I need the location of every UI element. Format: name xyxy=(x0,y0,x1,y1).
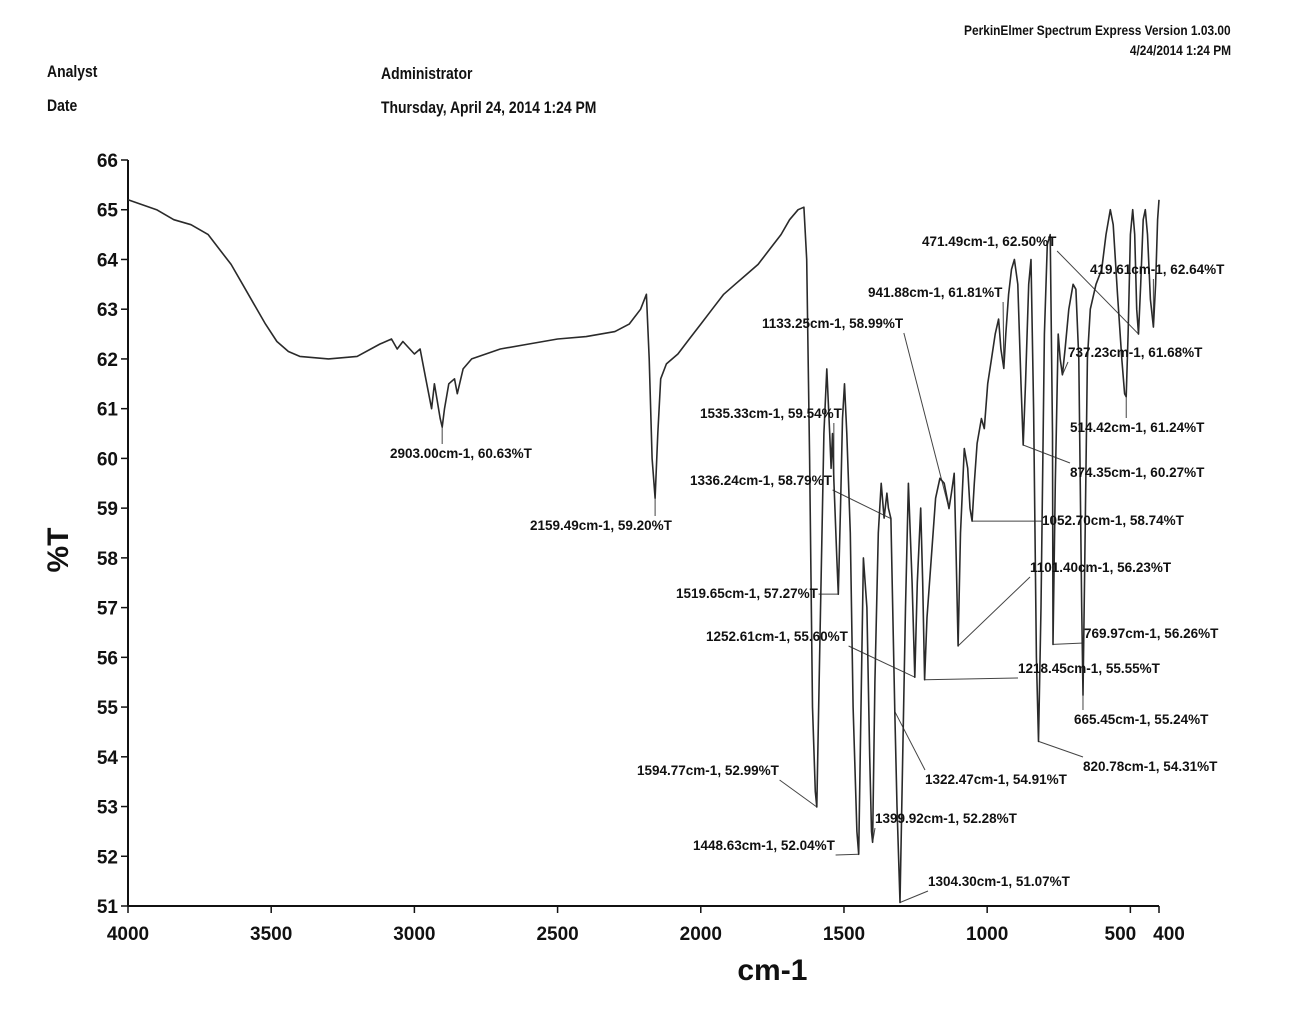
peak-annotation-label: 1535.33cm-1, 59.54%T xyxy=(700,406,843,421)
x-tick-label: 3500 xyxy=(250,924,292,945)
peak-annotation-label: 1448.63cm-1, 52.04%T xyxy=(693,838,836,853)
peak-annotation-label: 820.78cm-1, 54.31%T xyxy=(1083,759,1218,774)
peak-annotation-label: 1218.45cm-1, 55.55%T xyxy=(1018,661,1161,676)
peak-annotation-label: 769.97cm-1, 56.26%T xyxy=(1084,626,1219,641)
annotation-leaders xyxy=(441,250,1154,903)
y-tick-label: 53 xyxy=(97,798,118,819)
y-tick-label: 59 xyxy=(97,499,118,520)
peak-annotation-label: 941.88cm-1, 61.81%T xyxy=(868,285,1003,300)
annotation-leader-line xyxy=(924,677,1019,681)
peak-annotation-label: 1399.92cm-1, 52.28%T xyxy=(875,811,1018,826)
peak-annotation-label: 1252.61cm-1, 55.60%T xyxy=(706,629,849,644)
peak-annotation-label: 2903.00cm-1, 60.63%T xyxy=(390,446,533,461)
peak-annotation-label: 471.49cm-1, 62.50%T xyxy=(922,234,1057,249)
peak-annotations: 2903.00cm-1, 60.63%T 2159.49cm-1, 59.20%T… xyxy=(390,234,1225,889)
peak-annotation-label: 1594.77cm-1, 52.99%T xyxy=(637,763,780,778)
x-tick-label: 1000 xyxy=(966,924,1008,945)
peak-annotation-label: 1052.70cm-1, 58.74%T xyxy=(1042,513,1185,528)
y-tick-label: 54 xyxy=(97,748,119,769)
annotation-leader-line xyxy=(957,576,1031,647)
x-tick-label: 4000 xyxy=(107,924,149,945)
y-tick-label: 57 xyxy=(97,599,118,620)
x-axis-ticks: 4000 3500 3000 2500 2000 1500 1000 500 400 xyxy=(107,906,1185,945)
y-tick-label: 61 xyxy=(97,400,119,421)
annotation-leader-line xyxy=(903,332,950,509)
x-tick-label: 3000 xyxy=(393,924,435,945)
peak-annotation-label: 2159.49cm-1, 59.20%T xyxy=(530,518,673,533)
annotation-leader-line xyxy=(779,779,818,808)
peak-annotation-label: 419.61cm-1, 62.64%T xyxy=(1090,262,1225,277)
spectrum-trace xyxy=(127,199,1160,904)
annotation-leader-line xyxy=(832,489,892,520)
peak-annotation-label: 665.45cm-1, 55.24%T xyxy=(1074,712,1209,727)
peak-annotation-label: 1322.47cm-1, 54.91%T xyxy=(925,772,1068,787)
annotation-leader-line xyxy=(1053,642,1085,645)
y-tick-label: 62 xyxy=(97,350,118,371)
y-axis-title: %T xyxy=(42,528,75,573)
annotation-leader-line xyxy=(894,711,926,771)
peak-annotation-label: 737.23cm-1, 61.68%T xyxy=(1068,345,1203,360)
x-tick-label: 1500 xyxy=(823,924,865,945)
annotation-leader-line xyxy=(899,890,929,903)
peak-annotation-label: 1133.25cm-1, 58.99%T xyxy=(762,316,904,331)
x-tick-label: 400 xyxy=(1153,924,1185,945)
peak-annotation-label: 874.35cm-1, 60.27%T xyxy=(1070,465,1205,480)
date-label: Date xyxy=(47,96,78,115)
y-tick-label: 64 xyxy=(97,250,119,271)
y-tick-label: 51 xyxy=(97,897,119,918)
chart-axes xyxy=(127,160,1159,907)
peak-annotation-label: 1519.65cm-1, 57.27%T xyxy=(676,586,819,601)
x-tick-label: 500 xyxy=(1105,924,1137,945)
analyst-value: Administrator xyxy=(381,64,473,83)
y-tick-label: 66 xyxy=(97,151,118,172)
y-axis-ticks: 51 52 53 54 55 56 57 58 59 60 61 62 63 64 65 66 xyxy=(97,151,128,918)
x-tick-label: 2500 xyxy=(536,924,578,945)
y-tick-label: 56 xyxy=(97,648,118,669)
annotation-leader-line xyxy=(835,853,859,856)
y-tick-label: 55 xyxy=(97,698,119,719)
y-tick-label: 52 xyxy=(97,847,118,868)
print-timestamp: 4/24/2014 1:24 PM xyxy=(1129,42,1231,58)
x-axis-title: cm-1 xyxy=(737,954,807,987)
x-tick-label: 2000 xyxy=(680,924,722,945)
peak-annotation-label: 1336.24cm-1, 58.79%T xyxy=(690,473,833,488)
y-tick-label: 60 xyxy=(97,449,118,470)
annotation-leader-line xyxy=(1038,740,1084,758)
y-tick-label: 63 xyxy=(97,300,118,321)
analyst-label: Analyst xyxy=(47,62,98,81)
software-version: PerkinElmer Spectrum Express Version 1.0… xyxy=(964,22,1231,38)
peak-annotation-label: 514.42cm-1, 61.24%T xyxy=(1070,420,1205,435)
peak-annotation-label: 1101.40cm-1, 56.23%T xyxy=(1030,560,1172,575)
y-tick-label: 65 xyxy=(97,201,119,222)
y-tick-label: 58 xyxy=(97,549,118,570)
annotation-leader-line xyxy=(1022,444,1071,464)
date-value: Thursday, April 24, 2014 1:24 PM xyxy=(381,98,597,117)
annotation-leader-line xyxy=(1056,250,1139,335)
peak-annotation-label: 1304.30cm-1, 51.07%T xyxy=(928,874,1071,889)
